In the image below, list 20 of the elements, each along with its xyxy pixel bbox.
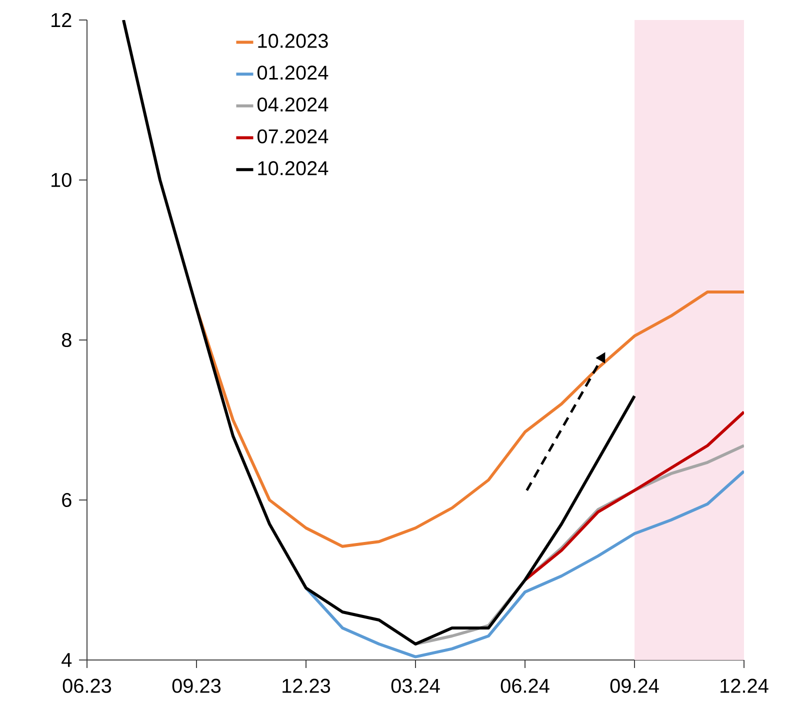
line-series: [122, 20, 636, 646]
x-tick-label: 03.24: [391, 678, 440, 693]
legend-label: 04.2024: [258, 97, 328, 112]
y-tick-label: 12: [52, 13, 72, 27]
legend-label: 10.2024: [258, 161, 328, 176]
line-series: [304, 470, 744, 658]
y-tick-label: 6: [62, 492, 72, 508]
x-tick-label: 09.23: [172, 678, 221, 693]
legend-label: 01.2024: [258, 66, 328, 80]
legend-label: 07.2024: [258, 129, 328, 144]
x-tick-label: 06.24: [500, 678, 550, 693]
y-tick-label: 10: [52, 172, 72, 188]
line-series: [524, 410, 744, 582]
x-tick-label: 12.24: [720, 678, 768, 693]
x-tick-label: 12.23: [282, 678, 330, 693]
legend-label: 10.2023: [258, 34, 328, 48]
y-tick-label: 4: [62, 653, 72, 667]
x-tick-label: 06.23: [62, 678, 112, 693]
x-tick-label: 09.24: [610, 678, 659, 693]
y-tick-label: 8: [62, 332, 72, 348]
